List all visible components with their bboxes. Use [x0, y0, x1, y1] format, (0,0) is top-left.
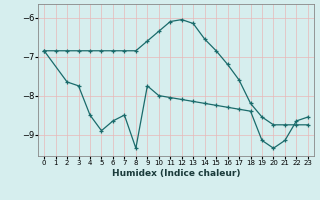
- X-axis label: Humidex (Indice chaleur): Humidex (Indice chaleur): [112, 169, 240, 178]
